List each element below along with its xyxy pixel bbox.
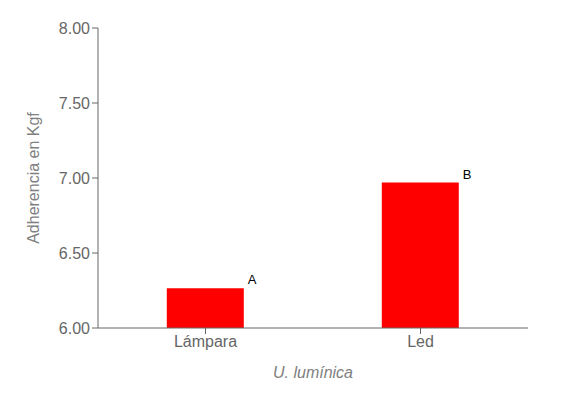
svg-text:Led: Led	[407, 333, 434, 350]
svg-text:8.00: 8.00	[59, 20, 90, 37]
svg-text:6.00: 6.00	[59, 320, 90, 337]
svg-text:6.50: 6.50	[59, 245, 90, 262]
svg-text:7.00: 7.00	[59, 170, 90, 187]
svg-text:B: B	[463, 167, 472, 182]
svg-text:U. lumínica: U. lumínica	[273, 364, 353, 381]
svg-text:Lámpara: Lámpara	[174, 333, 237, 350]
svg-text:Adherencia en Kgf: Adherencia en Kgf	[25, 112, 42, 244]
svg-text:7.50: 7.50	[59, 95, 90, 112]
svg-text:A: A	[248, 272, 257, 287]
